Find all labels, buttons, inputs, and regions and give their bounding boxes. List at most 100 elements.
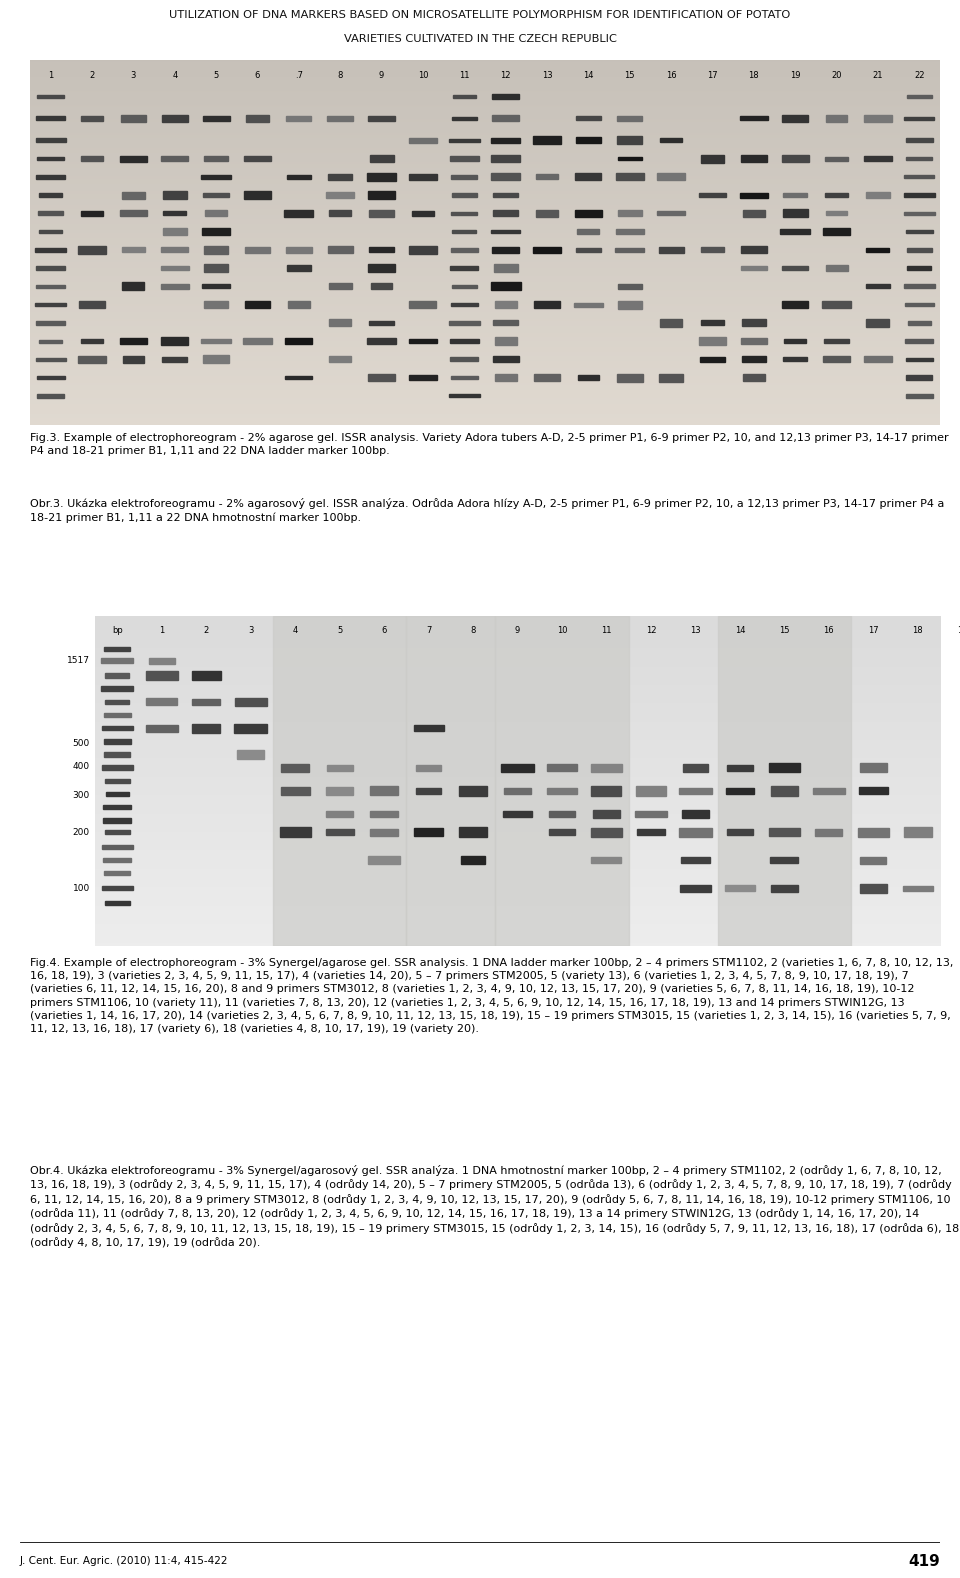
Bar [823, 227, 851, 235]
Bar [81, 211, 103, 216]
Bar [449, 339, 479, 342]
Bar [102, 887, 132, 890]
Text: 15: 15 [625, 71, 635, 80]
Bar [369, 115, 395, 122]
Bar [769, 764, 800, 772]
Bar [81, 156, 104, 161]
Bar [453, 95, 476, 98]
Bar [492, 174, 520, 180]
Bar [637, 828, 664, 835]
Bar [771, 786, 798, 795]
Bar [451, 211, 477, 215]
Bar [718, 615, 852, 945]
Bar [192, 724, 220, 732]
Text: 17: 17 [708, 71, 718, 80]
Bar [328, 174, 352, 180]
Bar [904, 211, 935, 215]
Bar [461, 857, 486, 865]
Bar [858, 787, 888, 794]
Bar [866, 191, 890, 199]
Bar [449, 320, 480, 325]
Bar [680, 827, 711, 836]
Bar [501, 764, 534, 772]
Text: 14: 14 [583, 71, 593, 80]
Bar [104, 805, 132, 810]
Bar [120, 338, 147, 344]
Bar [329, 357, 351, 361]
Text: 5: 5 [213, 71, 219, 80]
Text: 3: 3 [248, 626, 253, 634]
Bar [590, 764, 622, 772]
Text: 8: 8 [470, 626, 476, 634]
Bar [204, 193, 229, 197]
Text: 21: 21 [873, 71, 883, 80]
Bar [825, 156, 849, 161]
Bar [367, 174, 396, 180]
Bar [741, 155, 767, 163]
Bar [285, 338, 312, 344]
Bar [815, 828, 842, 835]
Bar [101, 686, 133, 691]
Bar [39, 230, 62, 234]
Bar [288, 301, 310, 308]
Bar [286, 117, 311, 120]
Bar [368, 374, 396, 382]
Text: 100: 100 [73, 884, 90, 893]
Bar [106, 792, 129, 797]
Bar [203, 115, 229, 122]
Bar [492, 93, 519, 99]
Bar [36, 358, 65, 361]
Bar [591, 857, 621, 863]
Bar [39, 339, 62, 342]
Bar [451, 376, 478, 379]
Bar [161, 156, 188, 161]
Bar [451, 284, 477, 287]
Bar [492, 248, 519, 252]
Bar [163, 191, 186, 199]
Bar [679, 787, 711, 794]
Bar [246, 246, 270, 252]
Bar [105, 830, 130, 835]
Bar [280, 787, 309, 795]
Bar [146, 671, 178, 680]
Bar [39, 193, 62, 197]
Bar [493, 265, 517, 271]
Text: 1517: 1517 [67, 656, 90, 664]
Bar [204, 210, 228, 216]
Bar [771, 857, 799, 863]
Bar [192, 699, 220, 705]
Bar [906, 394, 932, 398]
Bar [244, 156, 271, 161]
Bar [701, 155, 724, 163]
Bar [371, 282, 393, 289]
Bar [699, 193, 726, 197]
Bar [36, 303, 66, 306]
Bar [617, 300, 642, 309]
Bar [104, 819, 131, 822]
Bar [409, 246, 437, 254]
Text: 6: 6 [381, 626, 387, 634]
Bar [329, 282, 351, 289]
Bar [36, 284, 65, 289]
Text: 1: 1 [159, 626, 164, 634]
Bar [743, 374, 765, 380]
Bar [907, 320, 931, 325]
Bar [867, 319, 889, 327]
Bar [204, 301, 228, 308]
Bar [326, 787, 353, 795]
Bar [409, 137, 437, 142]
Bar [726, 787, 754, 794]
Bar [452, 230, 476, 234]
Bar [284, 210, 314, 216]
Bar [494, 301, 516, 308]
Bar [534, 246, 561, 252]
Bar [492, 137, 520, 142]
Bar [864, 357, 892, 363]
Bar [859, 884, 887, 893]
Bar [658, 174, 684, 180]
Bar [576, 248, 601, 252]
Bar [771, 885, 798, 892]
Bar [414, 726, 444, 731]
Bar [493, 193, 518, 197]
Bar [905, 358, 933, 361]
